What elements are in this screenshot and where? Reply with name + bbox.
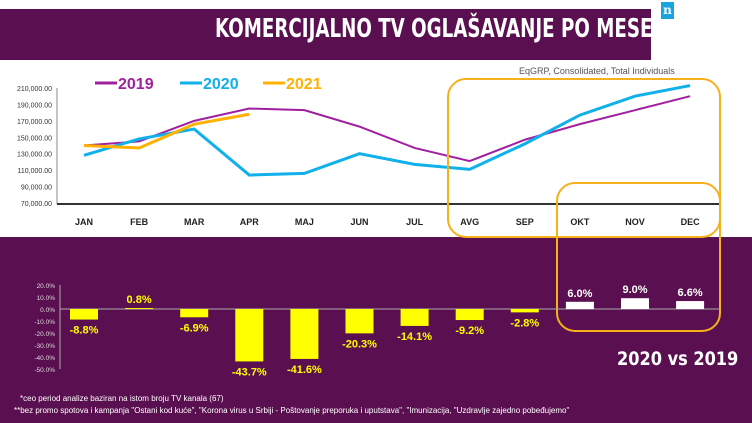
bar-y-tick-label: -20.0% xyxy=(34,331,55,338)
bar-data-label: -9.2% xyxy=(455,325,484,337)
title-banner xyxy=(0,9,651,60)
x-tick-label: NOV xyxy=(625,217,645,227)
legend-label: 2019 xyxy=(118,76,154,93)
x-tick-label: APR xyxy=(240,217,260,227)
series-line-2020 xyxy=(83,84,691,177)
bar xyxy=(180,309,209,318)
bar-data-label: -14.1% xyxy=(397,331,432,343)
x-tick-label: SEP xyxy=(516,217,534,227)
bar-data-label: 9.0% xyxy=(622,284,647,296)
x-tick-label: JAN xyxy=(75,217,93,227)
bar-y-tick-label: -50.0% xyxy=(34,367,55,374)
bar xyxy=(290,309,319,359)
y-tick-label: 110,000.00 xyxy=(17,168,52,175)
bar-data-label: 0.8% xyxy=(127,294,152,306)
bar xyxy=(70,309,98,320)
y-tick-label: 210,000.00 xyxy=(17,86,52,93)
bar-data-label: -20.3% xyxy=(342,338,377,350)
bar-y-tick-label: -10.0% xyxy=(34,319,55,326)
bar xyxy=(345,309,374,334)
x-tick-label: JUN xyxy=(350,217,368,227)
footnote-1: *ceo period analize baziran na istom bro… xyxy=(20,394,224,403)
x-tick-label: JUL xyxy=(406,217,424,227)
highlight-box-bottom xyxy=(556,182,721,332)
bar-y-tick-label: 20.0% xyxy=(37,283,56,290)
bar-data-label: 6.6% xyxy=(678,287,703,299)
page-title: KOMERCIJALNO TV OGLAŠAVANJE PO MESECIMA xyxy=(215,14,705,44)
y-tick-label: 130,000.00 xyxy=(17,152,52,159)
y-tick-label: 70,000.00 xyxy=(21,201,52,208)
bar xyxy=(400,309,429,326)
x-tick-label: OKT xyxy=(570,217,590,227)
source-note: EqGRP, Consolidated, Total Individuals xyxy=(519,66,675,76)
x-tick-label: FEB xyxy=(130,217,149,227)
y-tick-label: 90,000.00 xyxy=(21,185,52,192)
bar-data-label: -43.7% xyxy=(232,366,267,378)
y-tick-label: 190,000.00 xyxy=(17,102,52,109)
series-line-2019 xyxy=(83,95,691,163)
bar xyxy=(235,309,264,362)
bar-data-label: -2.8% xyxy=(510,317,539,329)
highlight-box-top xyxy=(447,78,721,238)
y-tick-label: 150,000.00 xyxy=(17,135,52,142)
bar-data-label: -41.6% xyxy=(287,364,322,376)
bar-data-label: -6.9% xyxy=(180,322,209,334)
bar xyxy=(125,308,154,310)
bar xyxy=(621,298,649,309)
bar-y-tick-label: -40.0% xyxy=(34,355,55,362)
bar-y-tick-label: -30.0% xyxy=(34,343,55,350)
series-line-2021 xyxy=(83,112,250,150)
y-tick-label: 170,000.00 xyxy=(17,119,52,126)
x-tick-label: MAR xyxy=(184,217,205,227)
bar xyxy=(510,309,539,313)
bar-data-label: -8.8% xyxy=(70,325,99,337)
bar-data-label: 6.0% xyxy=(567,288,592,300)
bar xyxy=(676,301,705,309)
logo: n xyxy=(661,2,674,19)
bar-chart-title: 2020 vs 2019 xyxy=(617,348,739,370)
x-tick-label: MAJ xyxy=(295,217,314,227)
bar-y-tick-label: 0.0% xyxy=(40,307,55,314)
x-tick-label: AVG xyxy=(460,217,479,227)
legend-label: 2021 xyxy=(286,76,322,93)
bar-y-tick-label: 10.0% xyxy=(37,295,56,302)
footnote-2: **bez promo spotova i kampanja "Ostani k… xyxy=(14,406,570,415)
bar xyxy=(455,309,484,321)
x-tick-label: DEC xyxy=(681,217,701,227)
bar xyxy=(565,301,594,309)
legend-label: 2020 xyxy=(203,76,239,93)
